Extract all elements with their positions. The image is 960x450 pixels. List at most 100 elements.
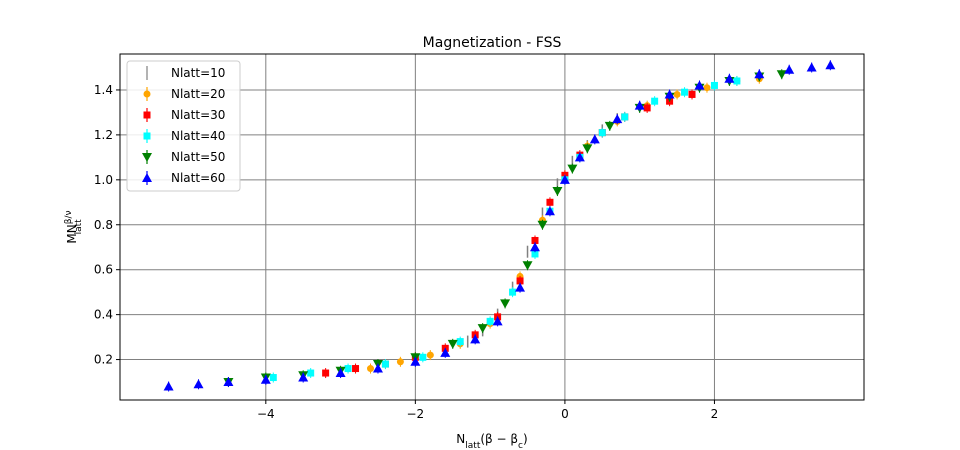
data-point	[651, 97, 659, 105]
data-point	[559, 174, 570, 184]
legend-box	[126, 60, 241, 192]
data-point	[537, 220, 548, 230]
legend-marker	[143, 90, 151, 98]
x-label-sub: latt	[465, 441, 481, 450]
legend-entry: Nlatt=10	[146, 66, 225, 80]
legend-entry: Nlatt=60	[142, 171, 225, 185]
x-tick-label: −4	[257, 407, 275, 421]
data-series	[163, 60, 836, 392]
legend-label: Nlatt=50	[171, 150, 225, 164]
x-label-sub2: c	[518, 441, 523, 450]
data-point	[754, 69, 765, 79]
data-point	[419, 353, 427, 361]
data-point	[546, 198, 554, 206]
data-point	[529, 242, 540, 252]
data-point	[522, 261, 533, 271]
y-tick-label: 0.4	[94, 308, 113, 322]
data-point	[598, 129, 606, 137]
data-point	[410, 356, 421, 366]
data-point	[531, 250, 539, 258]
y-tick-label: 1.2	[94, 128, 113, 142]
data-point	[486, 317, 494, 325]
data-point	[515, 282, 526, 292]
data-point	[396, 358, 404, 366]
data-point	[582, 144, 593, 154]
data-point	[612, 114, 623, 124]
x-tick-label: 2	[711, 407, 719, 421]
data-point	[447, 339, 458, 349]
axis-ticks: −4 −2 0 2 0.2 0.4 0.6 0.8 1.0 1.2 1.4	[94, 83, 718, 421]
data-point	[366, 365, 374, 373]
legend-entries: Nlatt=10 Nlatt=20 Nlatt=30 Nlatt=40 Nlatt=50…	[142, 66, 225, 185]
data-point	[372, 363, 383, 373]
data-point	[710, 81, 718, 89]
data-point	[223, 377, 234, 387]
data-point	[776, 70, 787, 80]
data-point	[260, 374, 271, 384]
y-tick-label: 0.2	[94, 353, 113, 367]
data-point	[733, 77, 741, 85]
data-point	[269, 374, 277, 382]
data-point	[694, 80, 705, 90]
data-point	[381, 360, 389, 368]
data-point	[806, 62, 817, 72]
data-point	[335, 368, 346, 378]
y-tick-label: 0.6	[94, 263, 113, 277]
legend-label: Nlatt=20	[171, 87, 225, 101]
data-point	[193, 379, 204, 389]
y-tick-label: 1.0	[94, 173, 113, 187]
data-point	[500, 299, 511, 309]
legend-marker	[143, 111, 151, 119]
data-point	[426, 351, 434, 359]
data-point	[688, 90, 696, 98]
data-point	[574, 152, 585, 162]
y-label-sub: latt	[74, 219, 84, 235]
data-point	[516, 277, 524, 285]
y-label-pre: MN	[65, 224, 79, 243]
legend-entry: Nlatt=50	[142, 150, 225, 164]
data-point	[492, 316, 503, 326]
legend-entry: Nlatt=20	[143, 87, 225, 101]
legend-label: Nlatt=60	[171, 171, 225, 185]
legend-entry: Nlatt=30	[143, 108, 225, 122]
data-point	[552, 187, 563, 197]
legend: Nlatt=10 Nlatt=20 Nlatt=30 Nlatt=40 Nlatt=50…	[126, 60, 241, 192]
y-tick-label: 1.4	[94, 83, 113, 97]
data-point	[634, 100, 645, 110]
data-point	[825, 60, 836, 70]
x-label-pre: N	[456, 432, 465, 446]
data-point	[322, 369, 330, 377]
legend-marker	[142, 173, 152, 182]
data-point	[163, 381, 174, 391]
x-tick-label: −2	[407, 407, 425, 421]
legend-label: Nlatt=10	[171, 66, 225, 80]
y-tick-label: 0.8	[94, 218, 113, 232]
data-point	[724, 73, 735, 83]
series-6	[163, 60, 836, 392]
data-point	[544, 206, 555, 216]
x-axis-label: Nlatt(β − βc)	[456, 432, 527, 450]
data-point	[307, 369, 315, 377]
data-point	[352, 365, 360, 373]
y-axis-label: MNβ/νlatt	[64, 210, 84, 243]
x-label-post: (β − β	[480, 432, 518, 446]
legend-marker	[143, 132, 151, 140]
data-point	[440, 347, 451, 357]
x-label-close: )	[523, 432, 528, 446]
data-point	[643, 104, 651, 112]
data-point	[509, 288, 517, 296]
data-point	[470, 334, 481, 344]
x-tick-label: 0	[561, 407, 569, 421]
data-point	[703, 84, 711, 92]
data-point	[664, 89, 675, 99]
data-point	[681, 88, 689, 96]
data-point	[531, 236, 539, 244]
data-point	[567, 164, 578, 174]
data-point	[477, 324, 488, 334]
data-point	[784, 64, 795, 74]
legend-marker	[142, 153, 152, 162]
data-point	[621, 113, 629, 121]
data-point	[344, 365, 352, 373]
plot-frame	[119, 53, 865, 401]
